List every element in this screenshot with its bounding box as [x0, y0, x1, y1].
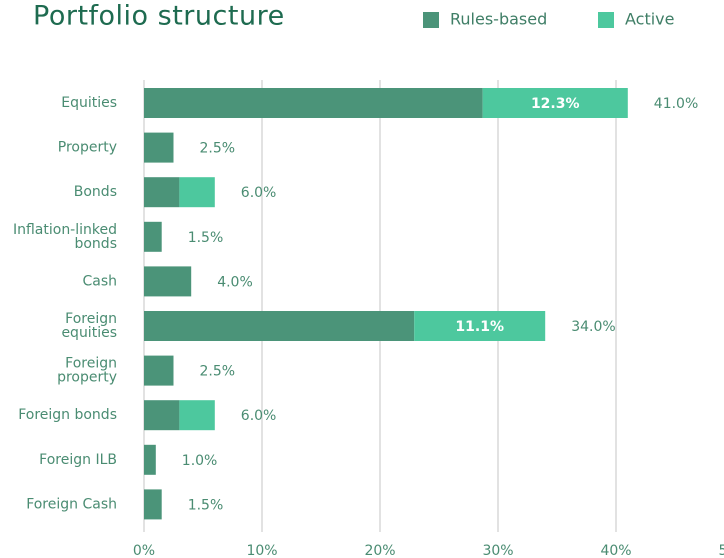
bar-segment: [144, 177, 180, 208]
label-line: equities: [61, 325, 117, 341]
total-label: 2.5%: [200, 141, 236, 157]
bar-segment: [144, 132, 174, 163]
y-tick-label: Equities: [61, 95, 117, 111]
chart-title: Portfolio structure: [33, 1, 285, 32]
x-tick-label: 50%: [718, 543, 724, 558]
legend-label: Rules-based: [450, 10, 547, 29]
y-tick-label: Inflation-linked bonds: [13, 222, 117, 252]
y-tick-label: Foreign ILB: [39, 452, 117, 468]
bar-segment: [179, 177, 215, 208]
total-label: 41.0%: [654, 96, 698, 112]
value-label: 12.3%: [531, 96, 580, 112]
label-line: Foreign: [65, 311, 117, 327]
bar-segment: [482, 88, 628, 118]
x-tick-label: 40%: [600, 543, 631, 558]
bar-segment: [414, 311, 546, 341]
total-label: 34.0%: [571, 319, 615, 335]
bar-segment: [144, 489, 162, 520]
legend-swatch: [423, 12, 439, 28]
value-label: 11.1%: [455, 319, 504, 335]
total-label: 1.0%: [182, 453, 218, 469]
total-label: 4.0%: [217, 274, 253, 290]
bar-segment: [179, 400, 215, 431]
label-line: Inflation-linked: [13, 222, 117, 238]
bar-segment: [144, 88, 483, 118]
bar-segment: [144, 444, 156, 475]
bar-segment: [144, 400, 180, 431]
x-tick-label: 30%: [482, 543, 513, 558]
total-label: 1.5%: [188, 230, 224, 246]
legend-label: Active: [625, 10, 675, 29]
bar-segment: [144, 311, 415, 341]
label-line: Foreign: [65, 356, 117, 372]
y-tick-label: Foreign equities: [61, 311, 117, 341]
y-tick-label: Property: [58, 140, 117, 156]
total-label: 1.5%: [188, 497, 224, 513]
x-tick-label: 0%: [133, 543, 155, 558]
label-line: bonds: [74, 236, 117, 252]
y-tick-label: Foreign property: [57, 356, 117, 386]
x-tick-label: 20%: [364, 543, 395, 558]
bar-segment: [144, 355, 174, 386]
bar-segment: [144, 266, 192, 297]
x-tick-label: 10%: [246, 543, 277, 558]
total-label: 6.0%: [241, 185, 277, 201]
total-label: 6.0%: [241, 408, 277, 424]
y-tick-label: Bonds: [74, 184, 117, 200]
y-tick-label: Foreign Cash: [26, 496, 117, 512]
total-label: 2.5%: [200, 364, 236, 380]
legend-swatch: [598, 12, 614, 28]
bar-segment: [144, 221, 162, 252]
label-line: property: [57, 370, 117, 386]
y-tick-label: Cash: [82, 273, 117, 289]
y-tick-label: Foreign bonds: [18, 407, 117, 423]
